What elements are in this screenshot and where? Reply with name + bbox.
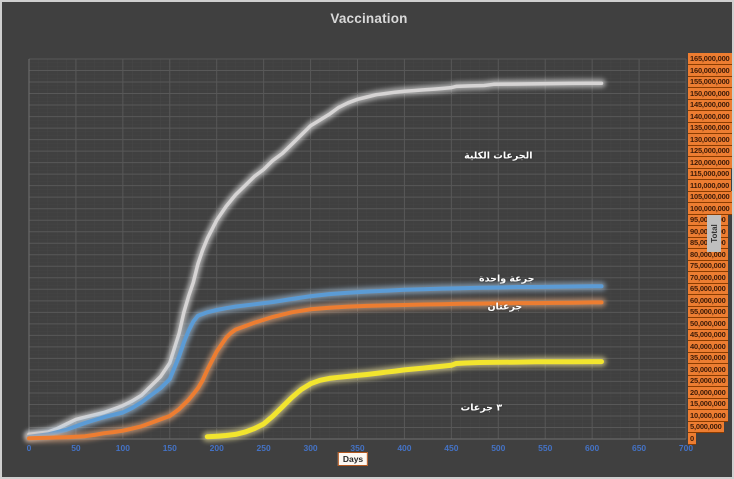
y-tick-label: 75,000,000 [688, 260, 728, 273]
series-label: ٣ جرعات [460, 402, 503, 414]
y-tick-label: 55,000,000 [688, 306, 728, 319]
x-tick-label: 100 [115, 443, 130, 453]
y-tick-label: 100,000,000 [688, 202, 732, 215]
x-tick-label: 300 [303, 443, 318, 453]
x-tick-label: 50 [71, 443, 81, 453]
x-tick-label: 200 [209, 443, 224, 453]
y-tick-label: 45,000,000 [688, 329, 728, 342]
x-tick-label: 400 [397, 443, 412, 453]
y-tick-label: 115,000,000 [688, 168, 732, 181]
y-tick-label: 105,000,000 [688, 191, 732, 204]
series-label: جرعة واحدة [479, 273, 535, 285]
x-tick-label: 550 [538, 443, 553, 453]
y-tick-label: 10,000,000 [688, 409, 728, 422]
y-tick-label: 5,000,000 [688, 421, 724, 434]
y-tick-label: 40,000,000 [688, 340, 728, 353]
x-tick-label: 600 [585, 443, 600, 453]
y-tick-label: 65,000,000 [688, 283, 728, 296]
y-tick-label: 70,000,000 [688, 271, 728, 284]
y-axis-title: Total [707, 215, 721, 252]
x-tick-label: 650 [631, 443, 647, 453]
y-tick-label: 145,000,000 [688, 99, 732, 112]
y-tick-label: 130,000,000 [688, 133, 732, 146]
x-tick-label: 250 [256, 443, 271, 453]
y-tick-label: 155,000,000 [688, 76, 732, 89]
chart-title: Vaccination [330, 11, 408, 26]
series-label: الجرعات الكلية [464, 150, 533, 162]
y-tick-label: 20,000,000 [688, 386, 728, 399]
y-tick-label: 160,000,000 [688, 64, 732, 77]
y-tick-label: 50,000,000 [688, 317, 728, 330]
x-tick-label: 450 [444, 443, 459, 453]
y-tick-label: 0 [688, 433, 696, 445]
y-tick-label: 165,000,000 [688, 53, 732, 65]
y-tick-label: 35,000,000 [688, 352, 728, 365]
y-axis-title-text: Total [709, 224, 719, 243]
x-tick-label: 700 [678, 443, 694, 453]
series-label: جرعتان [487, 301, 523, 313]
x-tick-label: 350 [350, 443, 365, 453]
y-tick-label: 135,000,000 [688, 122, 732, 135]
y-tick-label: 125,000,000 [688, 145, 732, 158]
x-axis-title: Days [337, 452, 369, 466]
y-tick-label: 120,000,000 [688, 156, 732, 169]
x-tick-label: 0 [26, 443, 32, 453]
y-tick-label: 15,000,000 [688, 398, 728, 411]
x-tick-label: 500 [491, 443, 506, 453]
y-tick-label: 30,000,000 [688, 363, 728, 376]
y-tick-label: 60,000,000 [688, 294, 728, 307]
y-tick-label: 150,000,000 [688, 87, 732, 100]
y-tick-label: 140,000,000 [688, 110, 732, 123]
x-tick-label: 150 [162, 443, 177, 453]
y-tick-label: 110,000,000 [688, 179, 732, 192]
y-tick-label: 25,000,000 [688, 375, 728, 388]
